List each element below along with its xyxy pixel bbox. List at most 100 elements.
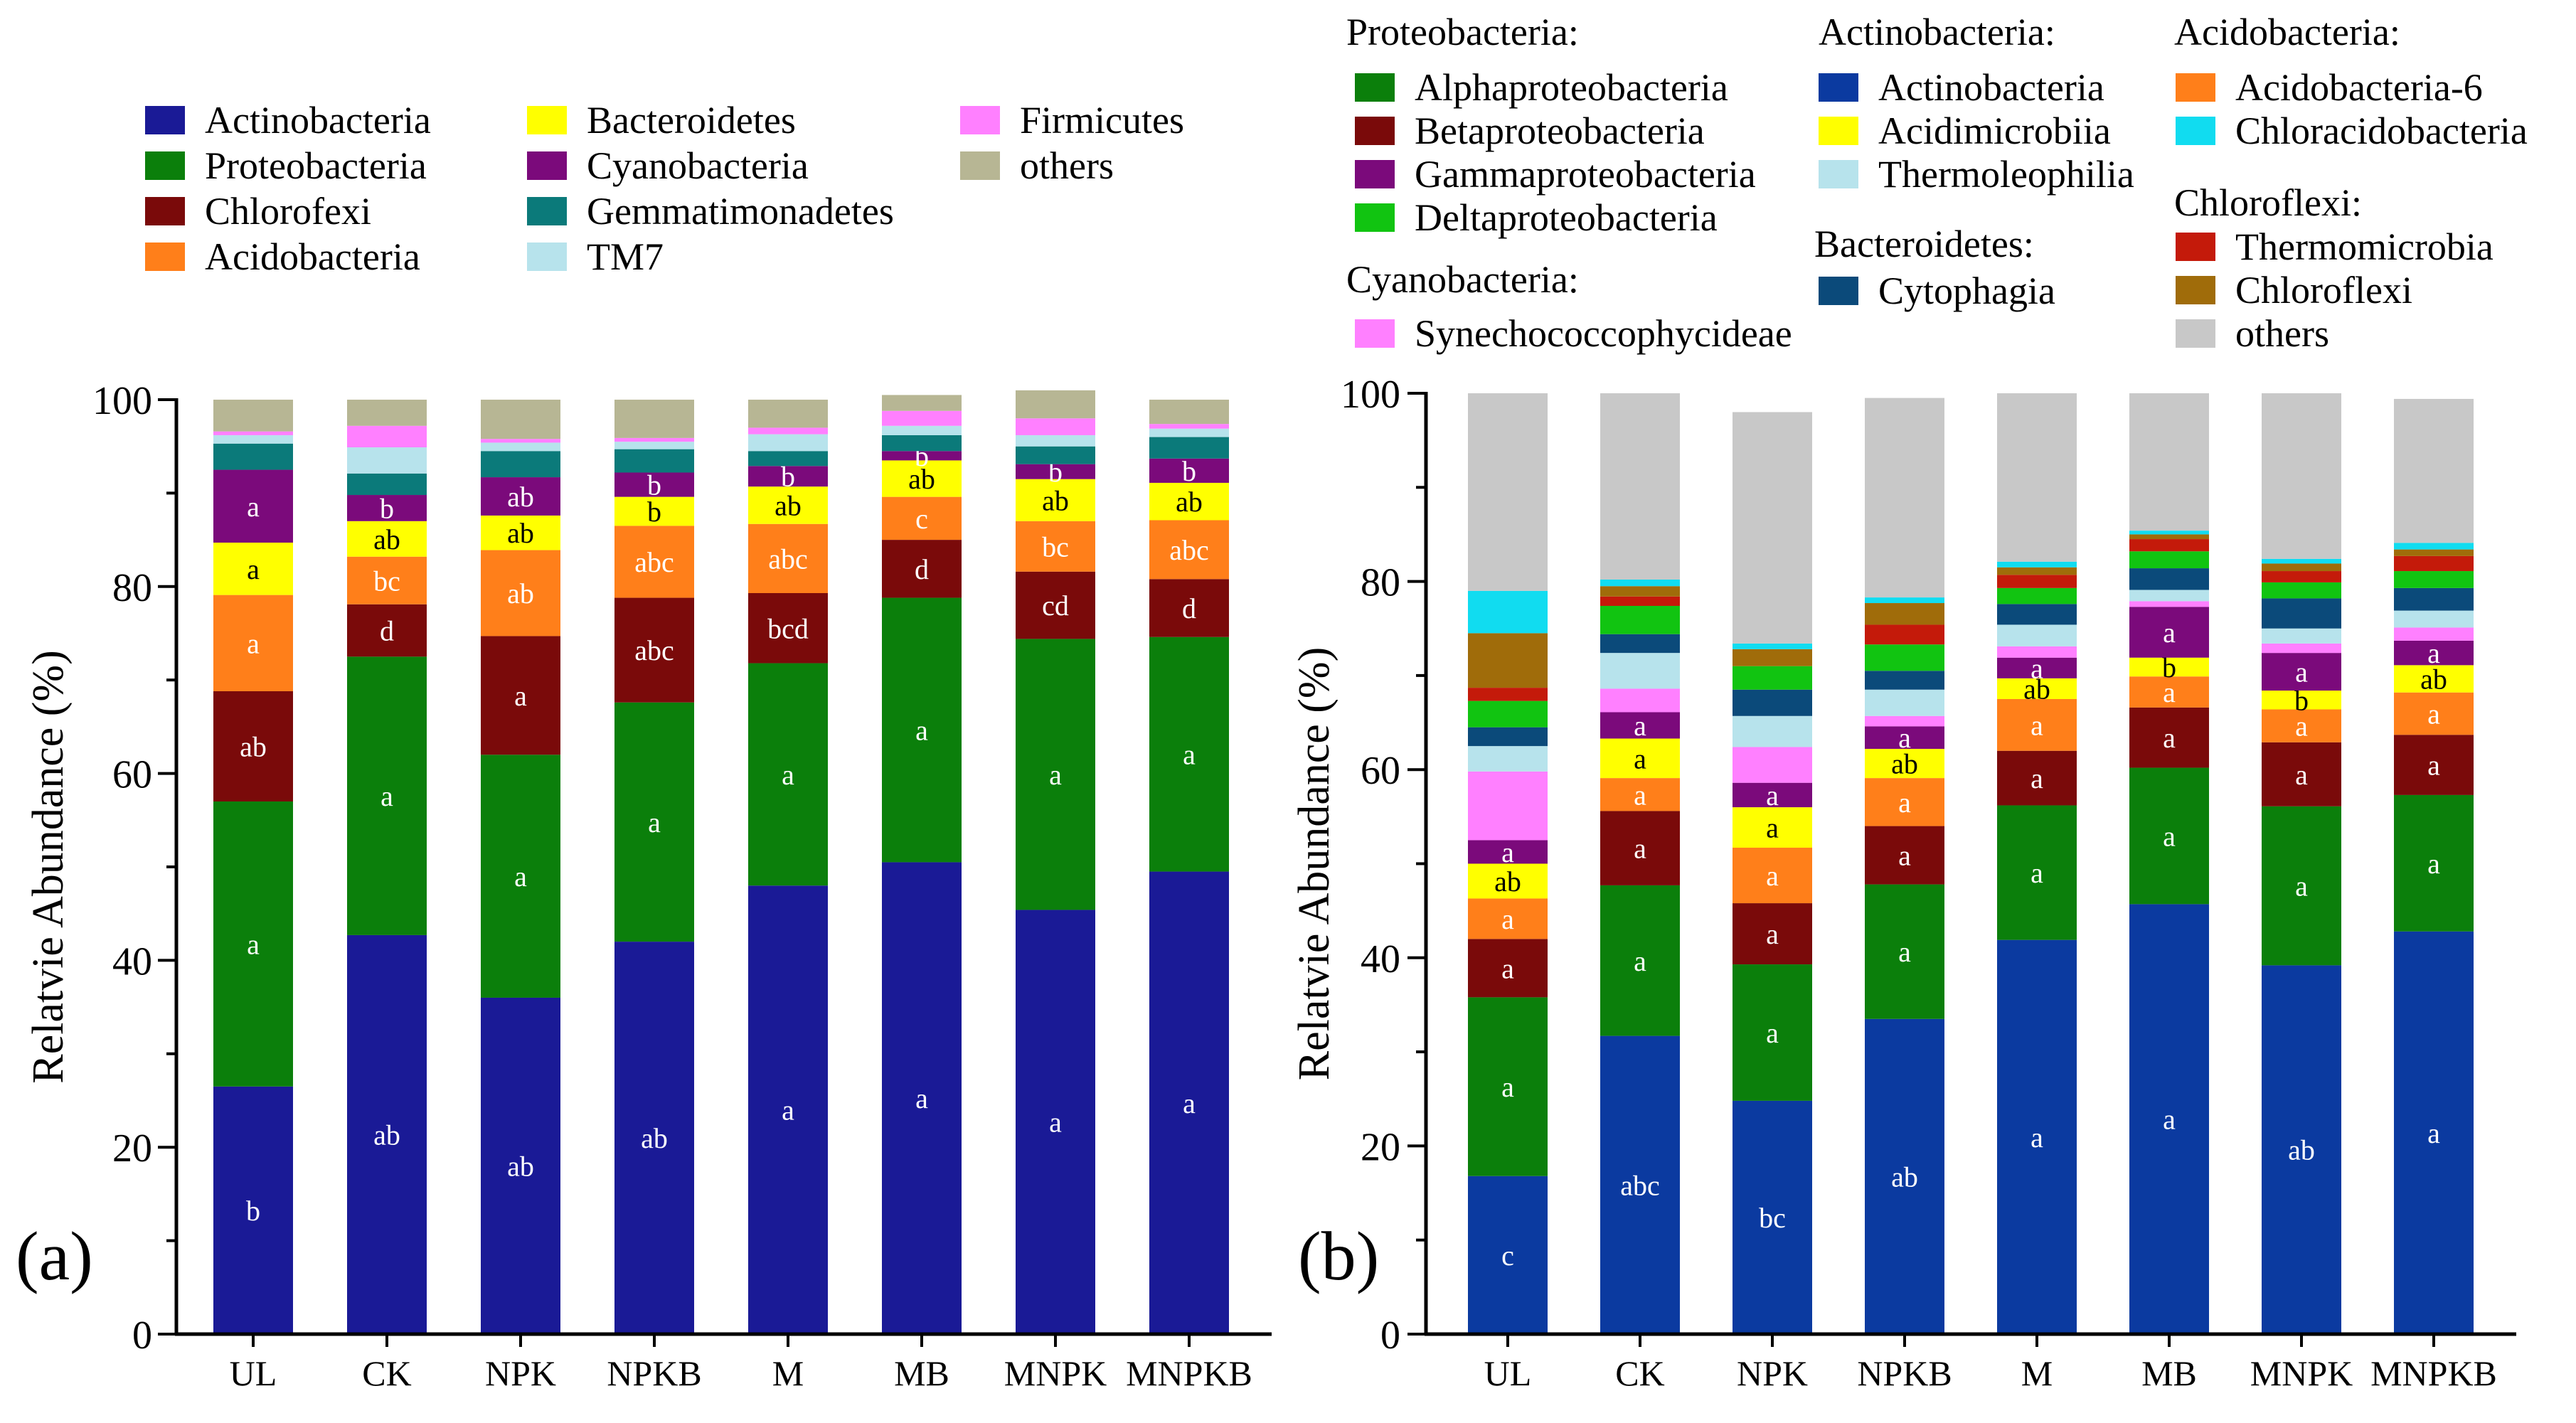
legend-label: Synechococcophycideae [1415, 312, 1792, 355]
data-label: a [2163, 1104, 2176, 1136]
y-tick-label: 100 [92, 379, 152, 423]
data-label: ab [641, 1122, 668, 1154]
bar-segment [1733, 715, 1812, 747]
bar-segment [2262, 643, 2341, 654]
bar-segment [2394, 571, 2474, 588]
legend-item: Alphaproteobacteria [1355, 68, 1728, 107]
y-tick-label: 60 [112, 753, 152, 797]
bar-segment [1149, 520, 1229, 580]
data-label: a [247, 928, 260, 960]
legend-label: TM7 [587, 235, 664, 278]
data-label: d [380, 615, 394, 647]
data-label: ab [507, 517, 534, 549]
legend-item: Thermoleophilia [1819, 155, 2134, 193]
bar-segment [1997, 657, 2077, 678]
legend-label: Actinobacteria [1878, 66, 2104, 109]
legend-label: Gemmatimonadetes [587, 190, 894, 233]
legend-swatch [2176, 319, 2215, 348]
x-tick-label: NPKB [607, 1353, 701, 1393]
bar-segment [748, 885, 828, 1334]
data-label: b [647, 496, 661, 528]
bar-segment [1865, 1018, 1944, 1334]
bar-segment [748, 592, 828, 663]
data-label: a [2163, 676, 2176, 708]
bar-segment [2394, 794, 2474, 932]
bar-segment [2262, 558, 2341, 564]
y-tick-label: 0 [132, 1313, 152, 1358]
legend-label: Chloroflexi [2235, 269, 2412, 311]
legend-swatch [527, 151, 567, 180]
data-label: a [247, 491, 260, 523]
data-label: a [1766, 860, 1779, 892]
x-tick-label: MNPKB [2370, 1353, 2497, 1393]
legend-swatch [1819, 160, 1858, 188]
data-label: a [2163, 722, 2176, 754]
data-label: abc [1169, 534, 1209, 566]
y-tick-label: 40 [1361, 937, 1400, 981]
bar-segment [481, 477, 560, 516]
bar-segment [1997, 750, 2077, 806]
legend-swatch [145, 106, 185, 134]
legend-item: Gemmatimonadetes [527, 192, 894, 230]
bar-segment [1733, 689, 1812, 716]
bar-segment [614, 400, 694, 438]
data-label: bc [1759, 1202, 1786, 1234]
data-label: a [2427, 637, 2440, 669]
bar-segment [2394, 665, 2474, 693]
bar-segment [1733, 782, 1812, 808]
data-label: b [2294, 684, 2309, 716]
legend-label: Deltaproteobacteria [1415, 196, 1718, 239]
y-tick-label: 20 [112, 1126, 152, 1171]
bar-segment [1468, 746, 1548, 772]
data-label: a [1766, 779, 1779, 811]
data-label: c [915, 503, 928, 535]
bar-segment [1016, 435, 1095, 447]
data-label: a [782, 759, 794, 791]
bar-segment [2262, 582, 2341, 599]
bar-segment [1733, 848, 1812, 904]
data-label: d [915, 553, 929, 585]
data-label: ab [908, 463, 935, 495]
bar-segment [1468, 939, 1548, 998]
data-label: a [2163, 617, 2176, 649]
bar-segment [1865, 689, 1944, 716]
data-label: a [2427, 848, 2440, 880]
bar-segment [213, 443, 293, 470]
bar-segment [614, 437, 694, 442]
bar-segment [2129, 607, 2209, 658]
data-label: ab [507, 481, 534, 513]
bar-segment [1997, 939, 2077, 1334]
y-tick-label: 100 [1341, 373, 1400, 417]
bar-segment [1468, 771, 1548, 841]
data-label: a [2031, 1121, 2043, 1153]
x-tick-label: MNPKB [1126, 1353, 1252, 1393]
data-label: a [2031, 652, 2043, 684]
bar-segment [1865, 624, 1944, 645]
legend-swatch [960, 106, 1000, 134]
bar-segment [1468, 997, 1548, 1176]
bar-segment [2394, 640, 2474, 666]
data-label: b [781, 461, 795, 493]
bar-segment [1468, 590, 1548, 634]
y-axis-label: Relatvie Abundance (%) [24, 650, 73, 1083]
data-label: b [1182, 455, 1196, 487]
bar-segment [481, 997, 560, 1334]
data-label: ab [373, 523, 400, 555]
bar-segment [2129, 767, 2209, 905]
x-tick-label: NPKB [1857, 1353, 1952, 1393]
bar-segment [213, 691, 293, 802]
legend-label: Chlorofexi [205, 190, 371, 233]
data-label: a [2295, 870, 2308, 902]
bar-segment [1600, 811, 1680, 885]
bar-segment [1865, 884, 1944, 1019]
bar-segment [614, 702, 694, 942]
legend-swatch [1355, 203, 1395, 232]
data-label: ab [507, 577, 534, 609]
bar-segment [2129, 531, 2209, 535]
bar-segment [614, 496, 694, 526]
y-tick-label: 0 [1380, 1313, 1400, 1358]
bar-segment [1997, 604, 2077, 625]
legend-label: Acidobacteria [205, 235, 420, 278]
data-label: a [2031, 762, 2043, 794]
legend-group-heading: Cyanobacteria: [1346, 258, 1579, 301]
